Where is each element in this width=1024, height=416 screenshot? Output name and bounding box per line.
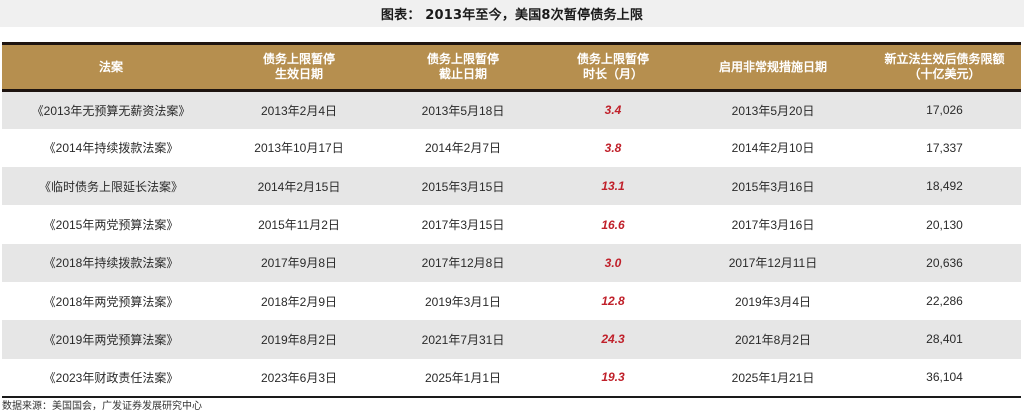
- header-end-date-line1: 债务上限暂停: [426, 52, 499, 66]
- cell-end-date: 2017年3月15日: [421, 218, 505, 233]
- cell-bill: 《2018年两党预算法案》: [43, 294, 179, 309]
- header-start-date-line1: 债务上限暂停: [262, 52, 335, 66]
- cell-extraordinary-date: 2017年12月11日: [728, 256, 818, 271]
- cell-end-date: 2021年7月31日: [421, 332, 505, 347]
- header-duration: 债务上限暂停 时长（月）: [548, 42, 678, 92]
- table-row: 《2018年持续拨款法案》 2017年9月8日 2017年12月8日 3.0 2…: [2, 243, 1021, 282]
- title-band: 图表： 2013年至今，美国8次暂停债务上限: [0, 0, 1024, 27]
- cell-end-date: 2013年5月18日: [421, 103, 505, 118]
- cell-start-date: 2023年6月3日: [220, 358, 378, 398]
- header-duration-line2: 时长（月）: [582, 67, 643, 81]
- cell-duration: 19.3: [548, 358, 678, 398]
- cell-start-date: 2017年9月8日: [260, 256, 338, 271]
- table-header: 法案 债务上限暂停 生效日期 债务上限暂停 截止日期 债务上限暂停 时长（月） …: [2, 42, 1021, 92]
- cell-debt-limit: 22,286: [926, 294, 963, 309]
- cell-start-date: 2013年2月4日: [260, 103, 338, 118]
- header-debt-limit-line2: （十亿美元）: [908, 67, 981, 81]
- header-start-date: 债务上限暂停 生效日期: [220, 42, 378, 92]
- cell-bill: 《2014年持续拨款法案》: [43, 141, 179, 156]
- cell-end-date: 2019年3月1日: [424, 294, 502, 309]
- cell-debt-limit: 20,636: [926, 255, 963, 270]
- cell-start-date: 2015年11月2日: [258, 218, 340, 233]
- page-title: 图表： 2013年至今，美国8次暂停债务上限: [380, 8, 644, 23]
- cell-extraordinary-date: 2014年2月10日: [731, 141, 815, 156]
- header-extraordinary-date: 启用非常规措施日期: [678, 42, 868, 92]
- cell-bill: 《2013年无预算无薪资法案》: [31, 103, 191, 118]
- cell-duration: 13.1: [601, 179, 625, 194]
- cell-duration: 3.0: [604, 255, 622, 270]
- cell-bill: 《2015年两党预算法案》: [43, 218, 179, 233]
- cell-start-date: 2018年2月9日: [260, 294, 338, 309]
- table-body: 《2013年无预算无薪资法案》 2013年2月4日 2013年5月18日 3.4…: [2, 90, 1021, 398]
- cell-duration: 3.8: [604, 140, 622, 155]
- table-row: 《2019年两党预算法案》 2019年8月2日 2021年7月31日 24.3 …: [2, 320, 1021, 359]
- table-row: 《2014年持续拨款法案》 2013年10月17日 2014年2月7日 3.8 …: [2, 128, 1021, 168]
- cell-extraordinary-date: 2025年1月21日: [678, 358, 868, 398]
- header-start-date-line2: 生效日期: [274, 67, 323, 81]
- table-row: 《2015年两党预算法案》 2015年11月2日 2017年3月15日 16.6…: [2, 205, 1021, 244]
- table-row: 《2013年无预算无薪资法案》 2013年2月4日 2013年5月18日 3.4…: [2, 90, 1021, 129]
- cell-extraordinary-date: 2017年3月16日: [731, 218, 815, 233]
- cell-debt-limit: 36,104: [868, 358, 1021, 398]
- cell-end-date: 2015年3月15日: [421, 179, 505, 194]
- cell-bill: 《2018年持续拨款法案》: [43, 256, 179, 271]
- cell-start-date: 2019年8月2日: [260, 332, 338, 347]
- cell-bill: 《临时债务上限延长法案》: [38, 179, 183, 194]
- cell-debt-limit: 17,337: [926, 140, 963, 155]
- debt-ceiling-table-container: 法案 债务上限暂停 生效日期 债务上限暂停 截止日期 债务上限暂停 时长（月） …: [2, 42, 1021, 398]
- cell-extraordinary-date: 2015年3月16日: [731, 179, 815, 194]
- header-end-date-line2: 截止日期: [438, 67, 487, 81]
- cell-extraordinary-date: 2021年8月2日: [734, 332, 812, 347]
- table-row: 《临时债务上限延长法案》 2014年2月15日 2015年3月15日 13.1 …: [2, 167, 1021, 206]
- cell-duration: 3.4: [604, 103, 622, 118]
- data-source-note: 数据来源：美国国会，广发证券发展研究中心: [2, 401, 202, 412]
- header-debt-limit: 新立法生效后债务限额 （十亿美元）: [868, 42, 1021, 92]
- cell-start-date: 2014年2月15日: [257, 179, 341, 194]
- header-debt-limit-line1: 新立法生效后债务限额: [884, 52, 1005, 66]
- cell-bill: 《2019年两党预算法案》: [43, 332, 179, 347]
- cell-end-date: 2014年2月7日: [424, 141, 502, 156]
- cell-duration: 12.8: [601, 294, 625, 309]
- cell-extraordinary-date: 2019年3月4日: [734, 294, 812, 309]
- header-end-date: 债务上限暂停 截止日期: [378, 42, 548, 92]
- cell-debt-limit: 18,492: [926, 179, 963, 194]
- cell-duration: 24.3: [601, 332, 625, 347]
- cell-debt-limit: 17,026: [926, 103, 963, 118]
- debt-ceiling-table: 法案 债务上限暂停 生效日期 债务上限暂停 截止日期 债务上限暂停 时长（月） …: [2, 42, 1021, 398]
- header-row: 法案 债务上限暂停 生效日期 债务上限暂停 截止日期 债务上限暂停 时长（月） …: [2, 42, 1021, 92]
- table-row: 《2018年两党预算法案》 2018年2月9日 2019年3月1日 12.8 2…: [2, 281, 1021, 321]
- cell-end-date: 2017年12月8日: [421, 256, 505, 271]
- header-bill: 法案: [2, 42, 220, 92]
- cell-bill: 《2023年财政责任法案》: [2, 358, 220, 398]
- cell-duration: 16.6: [601, 217, 625, 232]
- cell-debt-limit: 20,130: [926, 217, 963, 232]
- cell-start-date: 2013年10月17日: [254, 141, 344, 156]
- cell-extraordinary-date: 2013年5月20日: [731, 103, 815, 118]
- header-extraordinary-label: 启用非常规措施日期: [718, 59, 827, 74]
- table-row: 《2023年财政责任法案》 2023年6月3日 2025年1月1日 19.3 2…: [2, 358, 1021, 398]
- header-duration-line1: 债务上限暂停: [576, 52, 649, 66]
- cell-end-date: 2025年1月1日: [378, 358, 548, 398]
- cell-debt-limit: 28,401: [926, 332, 963, 347]
- header-bill-label: 法案: [98, 59, 123, 74]
